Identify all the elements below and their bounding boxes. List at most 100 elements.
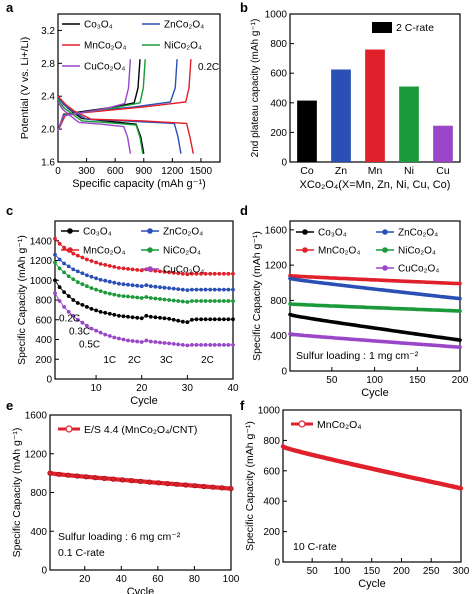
discharge-curve — [57, 99, 144, 154]
y-tick-label: 1200 — [30, 256, 53, 267]
data-point — [135, 315, 140, 320]
panel-label-e: e — [6, 398, 13, 413]
data-point — [80, 282, 85, 287]
data-point — [66, 310, 71, 314]
data-point — [112, 335, 117, 340]
discharge-curve — [57, 95, 194, 154]
data-point — [85, 323, 89, 328]
series-line — [288, 276, 462, 301]
data-point — [53, 260, 57, 265]
x-axis-label: XCo₂O₄(X=Mn, Zn, Ni, Cu, Co) — [300, 179, 451, 191]
legend-label: NiCo₂O₄ — [398, 246, 436, 257]
y-tick-label: 1400 — [30, 236, 53, 247]
data-point — [199, 271, 204, 276]
y-tick-label: 1200 — [25, 449, 48, 460]
series — [57, 59, 145, 154]
data-point — [126, 338, 130, 343]
data-point — [153, 315, 158, 320]
y-tick-label: 400 — [30, 527, 47, 538]
y-tick-label: 1600 — [265, 225, 288, 236]
legend-entry: MnCo₂O₄ — [296, 246, 360, 257]
x-tick-label: 150 — [363, 566, 380, 577]
data-point — [126, 282, 130, 287]
data-point — [171, 342, 176, 346]
y-tick-label: 400 — [263, 497, 280, 508]
legend-entry: CuCo₂O₄ — [62, 62, 125, 73]
series-line — [288, 312, 462, 342]
data-point — [57, 285, 62, 290]
data-point — [126, 314, 130, 319]
plot-frame — [282, 409, 462, 563]
y-axis-label: 2nd plateau capacity (mAh g⁻¹) — [250, 19, 261, 158]
data-point — [57, 299, 62, 303]
data-point — [94, 276, 98, 281]
y-tick-label: 600 — [35, 315, 52, 326]
data-point — [103, 278, 108, 283]
panel-f: 0 200 400 600 800 1000 50 100 150 200 250 300 Cycle S… — [244, 406, 470, 591]
data-point — [121, 282, 126, 287]
data-point — [75, 280, 80, 285]
data-point — [135, 295, 140, 300]
category-label: Cu — [436, 165, 450, 177]
data-point — [199, 299, 204, 303]
y-tick-label: 1000 — [265, 10, 288, 21]
data-point — [158, 315, 162, 320]
rate-annotation: 0.3C — [69, 327, 90, 338]
y-tick-label: 1.6 — [41, 158, 55, 169]
legend-label: ZnCo₂O₄ — [398, 228, 438, 239]
x-tick-label: 200 — [452, 375, 469, 386]
x-axis-label: Cycle — [130, 395, 158, 407]
discharge-curve — [57, 101, 132, 154]
category-label: Zn — [335, 165, 347, 177]
x-tick-label: 250 — [423, 566, 440, 577]
data-point — [98, 310, 103, 314]
y-tick-label: 200 — [263, 527, 280, 538]
data-point — [185, 343, 190, 348]
data-point — [144, 313, 149, 318]
data-point — [171, 286, 176, 291]
data-point — [62, 290, 66, 294]
data-point — [158, 340, 162, 345]
x-tick-label: 1500 — [190, 166, 213, 177]
x-tick-label: 300 — [78, 166, 95, 177]
legend-entry: Co₃O₄ — [62, 20, 113, 31]
data-point — [167, 298, 172, 302]
series — [57, 59, 194, 154]
legend-entry: MnCo₂O₄ — [61, 246, 125, 257]
x-tick-label: 600 — [107, 166, 124, 177]
data-point — [219, 485, 225, 491]
data-point — [94, 328, 98, 333]
y-axis-label: Specific Capacity (mAh g⁻¹) — [251, 231, 263, 361]
data-point — [231, 287, 235, 292]
legend-entry: ZnCo₂O₄ — [141, 227, 203, 238]
legend-label: CuCo₂O₄ — [84, 62, 125, 73]
legend-label: MnCo₂O₄ — [317, 419, 362, 431]
data-point — [190, 343, 194, 347]
data-point — [231, 271, 235, 276]
y-tick-label: 1000 — [258, 406, 281, 417]
data-point — [98, 289, 103, 293]
data-point — [212, 317, 217, 322]
y-tick-label: 1600 — [25, 411, 48, 422]
data-point — [53, 278, 57, 283]
series — [288, 312, 462, 342]
data-point — [139, 296, 144, 300]
bar-ni — [399, 86, 419, 162]
x-tick-label: 0 — [55, 166, 61, 177]
series-line — [280, 444, 464, 491]
data-point — [153, 284, 158, 289]
series-line — [54, 254, 233, 291]
data-point — [57, 266, 62, 271]
data-point — [80, 255, 85, 260]
panel-label-a: a — [6, 0, 14, 15]
data-point — [226, 287, 231, 292]
data-point — [231, 317, 235, 322]
data-point — [176, 299, 181, 303]
x-tick-label: 30 — [182, 383, 194, 394]
data-point — [156, 480, 162, 486]
x-tick-label: 50 — [307, 566, 319, 577]
data-point — [112, 312, 117, 317]
rate-annotation: 2C — [201, 355, 214, 366]
legend-label: ZnCo₂O₄ — [164, 20, 204, 31]
